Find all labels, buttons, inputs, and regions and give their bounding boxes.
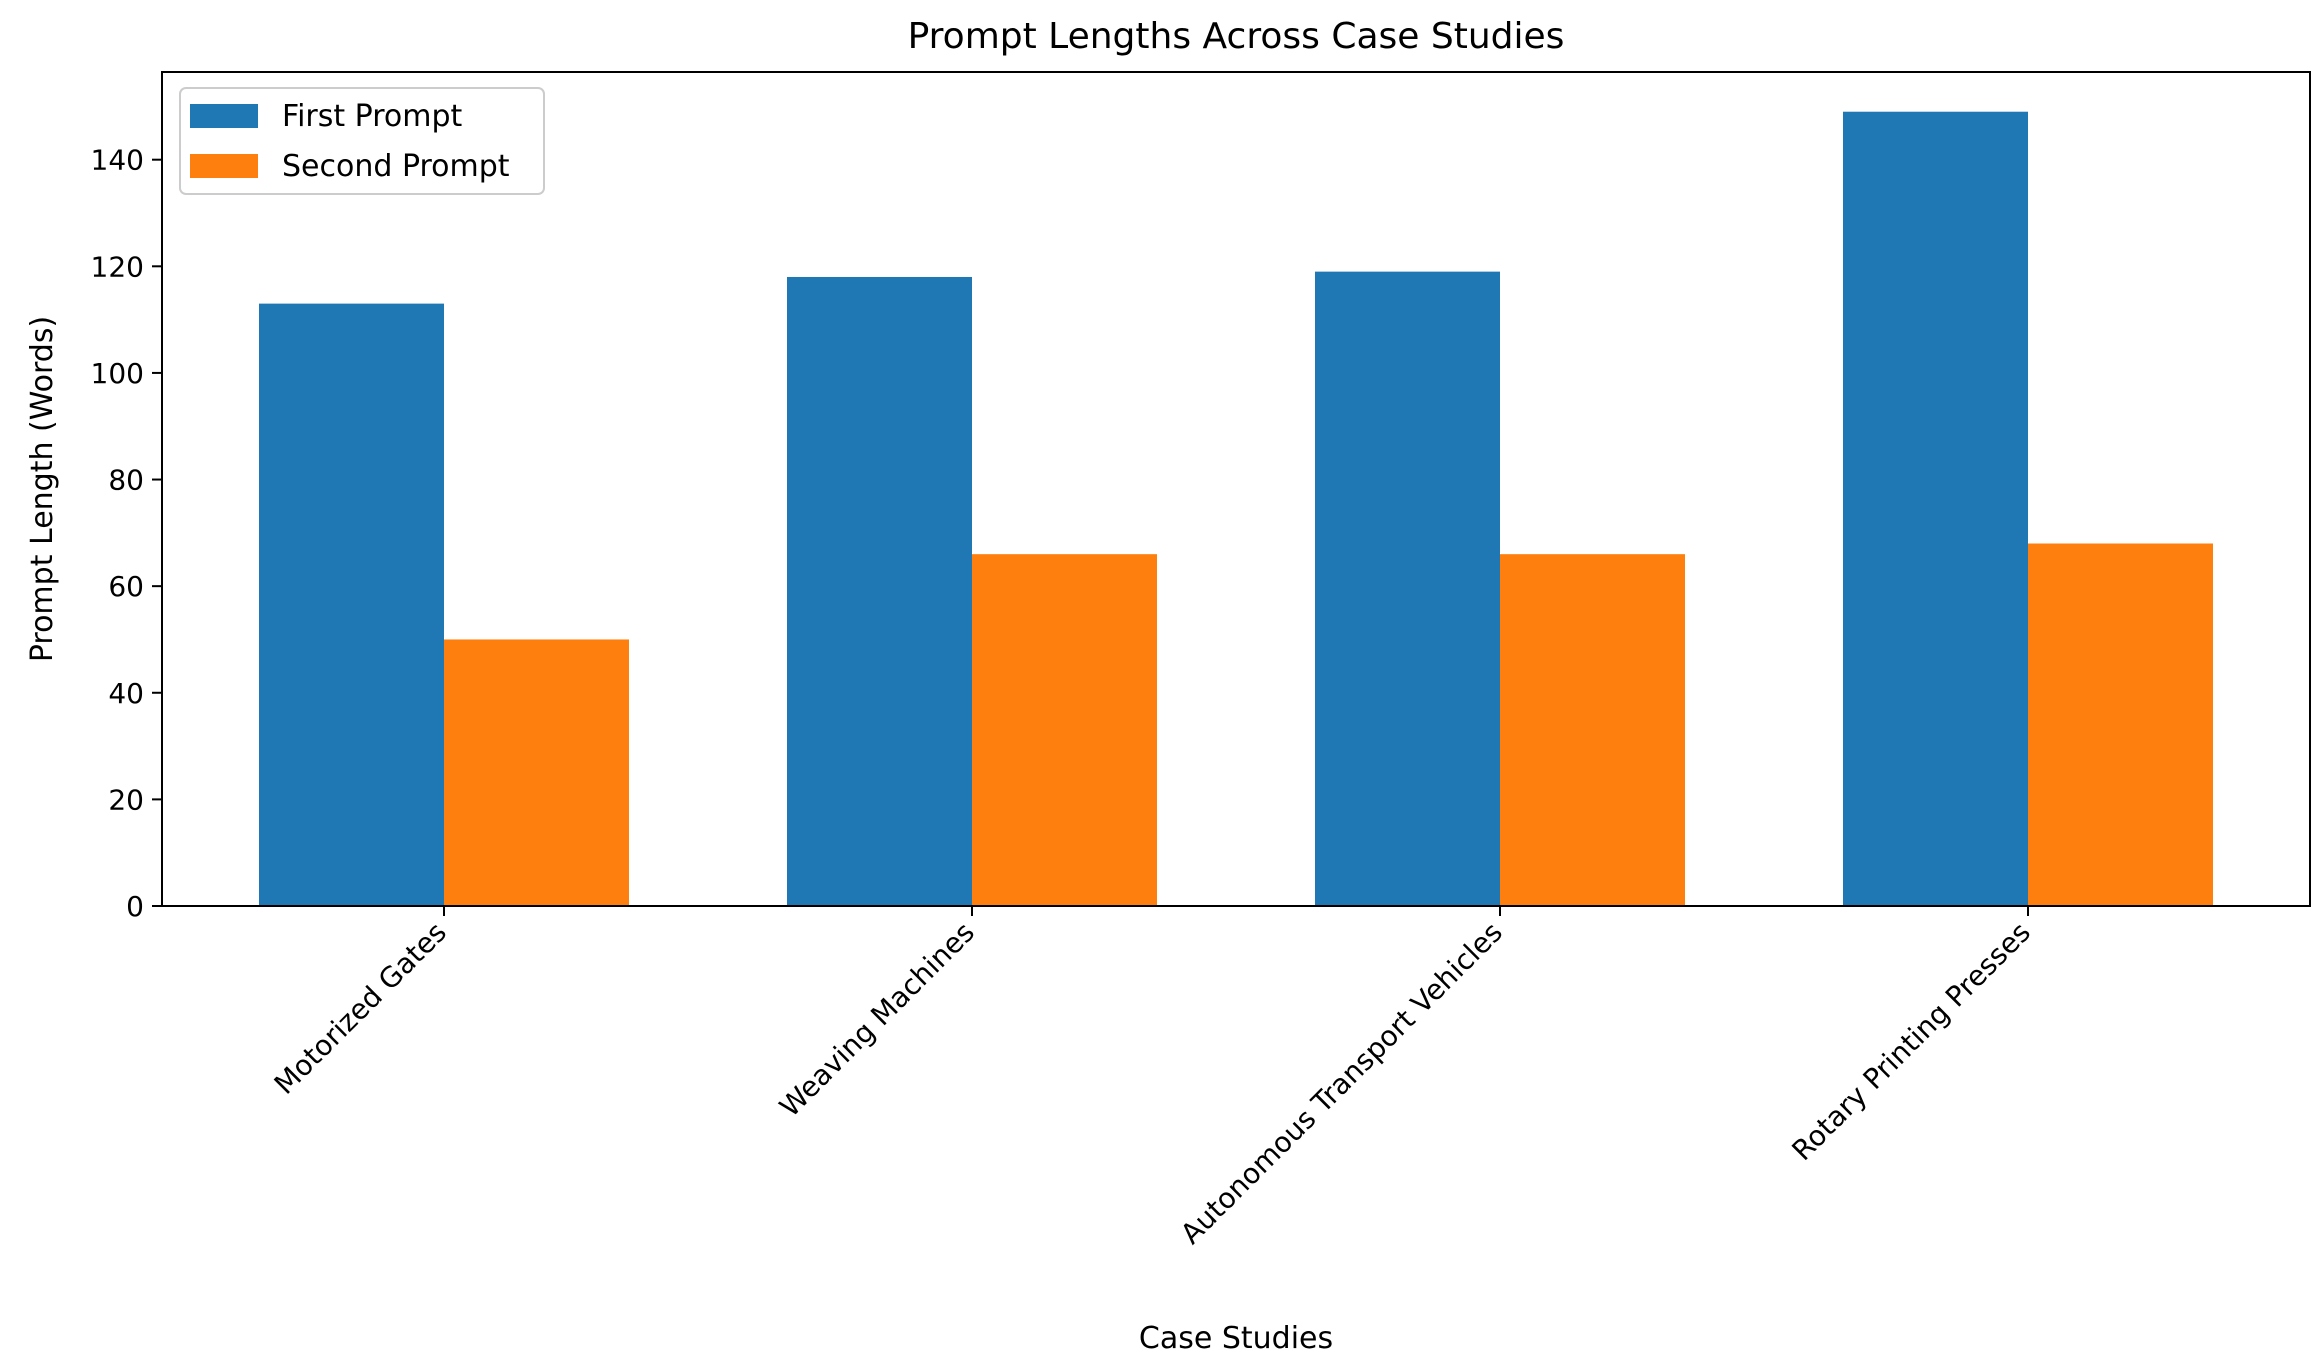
plot-bars — [259, 111, 2213, 906]
chart-title: Prompt Lengths Across Case Studies — [908, 16, 1565, 57]
bar-first-prompt-2 — [1315, 271, 1500, 906]
x-tick-label: Weaving Machines — [773, 916, 981, 1124]
y-tick-label: 60 — [108, 570, 144, 603]
y-tick-label: 120 — [91, 250, 144, 283]
y-axis-label: Prompt Length (Words) — [25, 316, 60, 662]
y-tick-label: 0 — [126, 890, 144, 923]
y-axis: 0 20 40 60 80 100 120 140 — [91, 144, 162, 923]
legend-swatch — [190, 104, 258, 128]
legend: First Prompt Second Prompt — [179, 87, 545, 195]
x-tick-label: Rotary Printing Presses — [1786, 916, 2037, 1167]
x-axis: Motorized Gates Weaving Machines Autonomou… — [268, 906, 2037, 1250]
bar-first-prompt-0 — [259, 303, 444, 906]
y-tick-label: 140 — [91, 144, 144, 177]
legend-box — [179, 87, 545, 195]
plot-frame — [161, 71, 2311, 907]
x-axis-label: Case Studies — [1139, 1321, 1333, 1356]
bar-second-prompt-2 — [1500, 554, 1685, 906]
legend-label: Second Prompt — [282, 149, 510, 184]
y-tick-label: 80 — [108, 464, 144, 497]
y-tick-label: 40 — [108, 677, 144, 710]
x-tick-label: Autonomous Transport Vehicles — [1174, 916, 1509, 1251]
y-tick-label: 100 — [91, 357, 144, 390]
bar-first-prompt-3 — [1843, 111, 2028, 906]
bar-second-prompt-1 — [972, 554, 1157, 906]
legend-swatch — [190, 154, 258, 178]
y-tick-label: 20 — [108, 783, 144, 816]
bar-second-prompt-3 — [2028, 543, 2213, 906]
bar-first-prompt-1 — [787, 276, 972, 906]
x-tick-label: Motorized Gates — [268, 916, 453, 1101]
legend-label: First Prompt — [282, 99, 463, 134]
bar-second-prompt-0 — [444, 639, 629, 906]
